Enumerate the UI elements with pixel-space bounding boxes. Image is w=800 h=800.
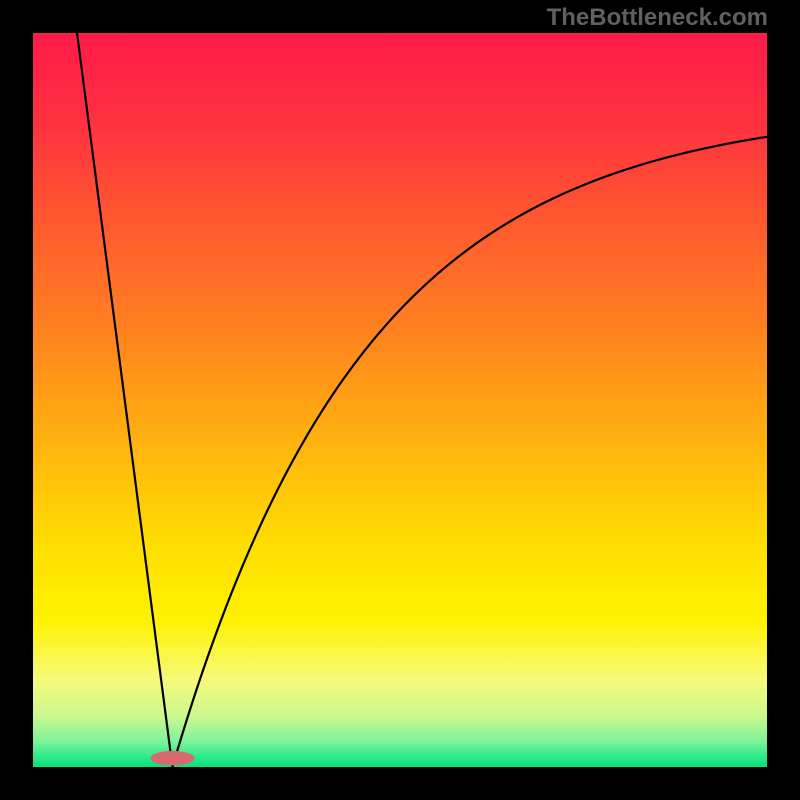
bottleneck-chart <box>33 33 767 767</box>
minimum-marker <box>150 751 194 766</box>
watermark-text: TheBottleneck.com <box>547 4 768 32</box>
gradient-background <box>33 33 767 767</box>
